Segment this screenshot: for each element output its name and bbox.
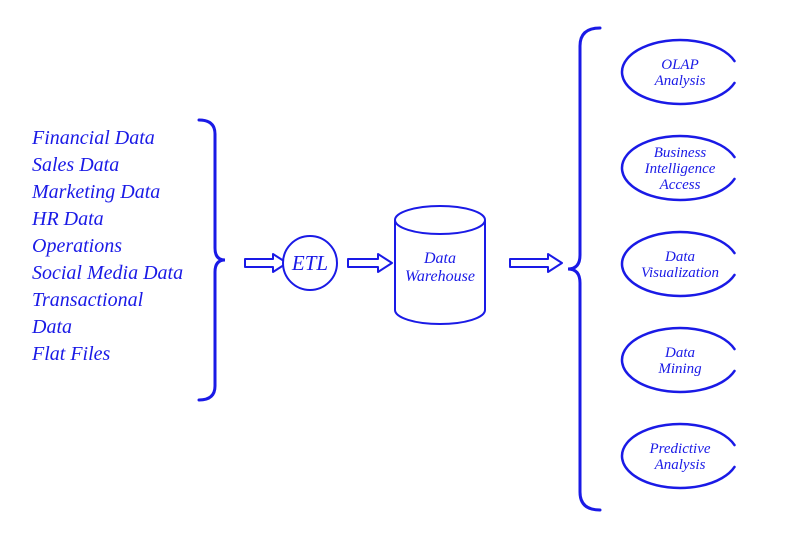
output-node: PredictiveAnalysis [622, 424, 735, 488]
warehouse-label-2: Warehouse [405, 268, 475, 285]
source-item: Sales Data [32, 154, 119, 176]
output-label: Data [664, 249, 695, 265]
source-item: HR Data [31, 208, 104, 230]
sources-bracket [199, 120, 225, 400]
etl-flow-diagram: Financial Data Sales Data Marketing Data HR… [0, 0, 800, 534]
arrow-warehouse-to-out [510, 254, 562, 272]
output-label: Mining [657, 361, 702, 377]
output-node: DataMining [622, 328, 735, 392]
warehouse-cylinder-top [395, 206, 485, 234]
output-label: Data [664, 345, 695, 361]
output-label: Predictive [648, 441, 710, 457]
output-label: OLAP [661, 57, 699, 73]
output-label: Intelligence [644, 161, 716, 177]
source-item: Social Media Data [32, 262, 183, 284]
source-item: Operations [32, 235, 122, 257]
output-label: Access [659, 177, 701, 193]
source-item: Data [31, 316, 72, 338]
source-item: Marketing Data [31, 181, 160, 203]
output-node: OLAPAnalysis [622, 40, 735, 104]
output-label: Visualization [641, 265, 719, 281]
etl-label: ETL [291, 251, 328, 275]
output-label: Analysis [654, 457, 706, 473]
output-node: BusinessIntelligenceAccess [622, 136, 735, 200]
outputs-bracket [568, 28, 600, 510]
warehouse-label-1: Data [423, 250, 456, 267]
output-label: Business [654, 145, 707, 161]
output-label: Analysis [654, 73, 706, 89]
arrow-sources-to-etl [245, 254, 287, 272]
source-item: Transactional [32, 289, 144, 311]
output-node: DataVisualization [622, 232, 735, 296]
arrow-etl-to-warehouse [348, 254, 392, 272]
source-item: Flat Files [31, 343, 111, 365]
data-sources-list: Financial Data Sales Data Marketing Data HR… [31, 127, 183, 365]
source-item: Financial Data [31, 127, 155, 149]
